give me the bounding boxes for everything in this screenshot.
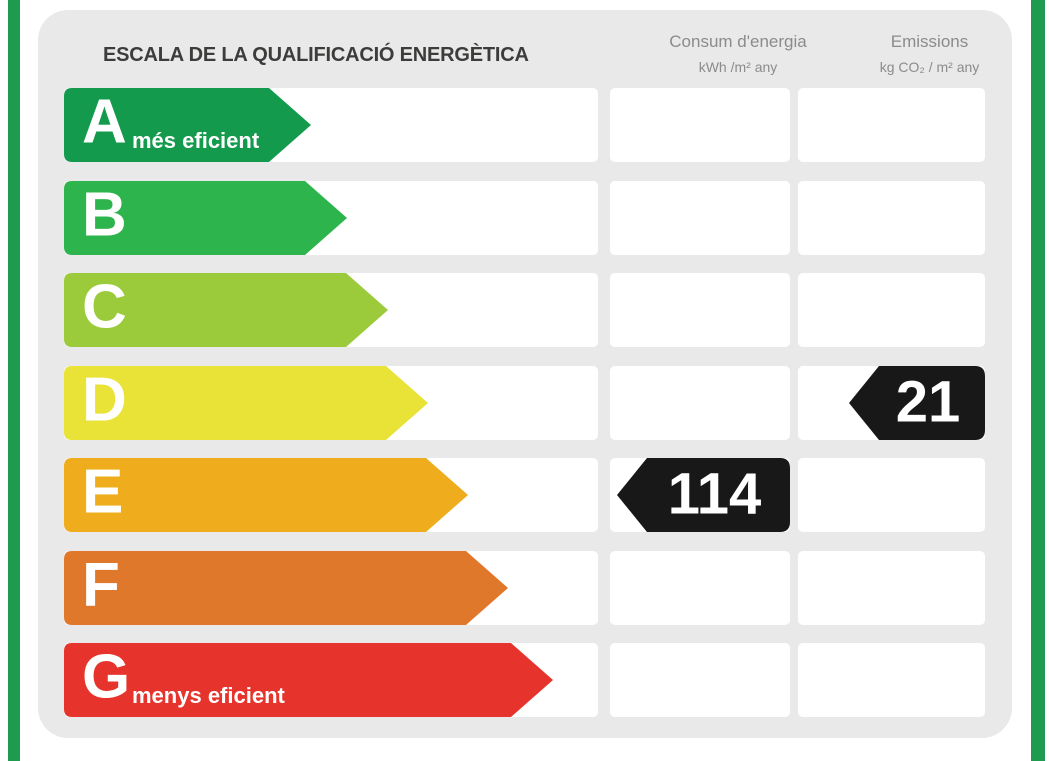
- column-header-emissions: Emissions kg CO₂ / m² any: [836, 32, 1023, 76]
- rating-letter: B: [82, 180, 127, 250]
- rating-arrow-shape: [64, 551, 508, 625]
- rating-arrow-shape: [64, 643, 553, 717]
- emissions-cell-b: [798, 181, 985, 255]
- consum-cell-g: [610, 643, 790, 717]
- value-badge-arrow-shape: [617, 458, 790, 532]
- rating-row-b: B: [0, 181, 1051, 255]
- rating-row-e: E: [0, 458, 1051, 532]
- value-badge-arrow-shape: [849, 366, 985, 440]
- rating-row-c: C: [0, 273, 1051, 347]
- frame-bar-left: [8, 0, 20, 761]
- emissions-cell-e: [798, 458, 985, 532]
- rating-letter: A: [82, 87, 127, 157]
- consum-header-line1: Consum d'energia: [669, 32, 807, 51]
- rating-letter: E: [82, 457, 124, 527]
- emissions-cell-c: [798, 273, 985, 347]
- rating-row-f: F: [0, 551, 1051, 625]
- rating-letter: F: [82, 550, 120, 620]
- emissions-header-units: kg CO₂ / m² any: [879, 59, 980, 76]
- consum-cell-d: [610, 366, 790, 440]
- emissions-value-badge: 21: [849, 366, 985, 440]
- emissions-cell-f: [798, 551, 985, 625]
- column-header-consum: Consum d'energia kWh /m² any: [648, 32, 828, 76]
- rating-arrow-shape: [64, 181, 347, 255]
- rating-letter: C: [82, 272, 127, 342]
- rating-note: menys eficient: [132, 683, 285, 708]
- rating-arrow-c: C: [64, 273, 388, 347]
- consum-cell-f: [610, 551, 790, 625]
- rating-arrow-shape: [64, 273, 388, 347]
- rating-arrow-d: D: [64, 366, 428, 440]
- consum-value-badge: 114: [617, 458, 790, 532]
- rating-letter: D: [82, 365, 127, 435]
- consum-header-units: kWh /m² any: [698, 59, 778, 76]
- rating-arrow-shape: [64, 366, 428, 440]
- emissions-value: 21: [895, 369, 961, 435]
- rating-arrow-shape: [64, 88, 311, 162]
- emissions-cell-g: [798, 643, 985, 717]
- rating-arrow-f: F: [64, 551, 508, 625]
- panel-title: ESCALA DE LA QUALIFICACIÓ ENERGÈTICA: [103, 44, 529, 66]
- rating-note: més eficient: [132, 128, 260, 153]
- rating-arrow-shape: [64, 458, 468, 532]
- emissions-header-line1: Emissions: [890, 32, 969, 51]
- consum-cell-c: [610, 273, 790, 347]
- rating-arrow-b: B: [64, 181, 347, 255]
- consum-cell-a: [610, 88, 790, 162]
- emissions-cell-a: [798, 88, 985, 162]
- consum-value: 114: [667, 461, 762, 527]
- rating-letter: G: [82, 642, 131, 712]
- consum-cell-b: [610, 181, 790, 255]
- rating-arrow-e: E: [64, 458, 468, 532]
- frame-bar-right: [1031, 0, 1045, 761]
